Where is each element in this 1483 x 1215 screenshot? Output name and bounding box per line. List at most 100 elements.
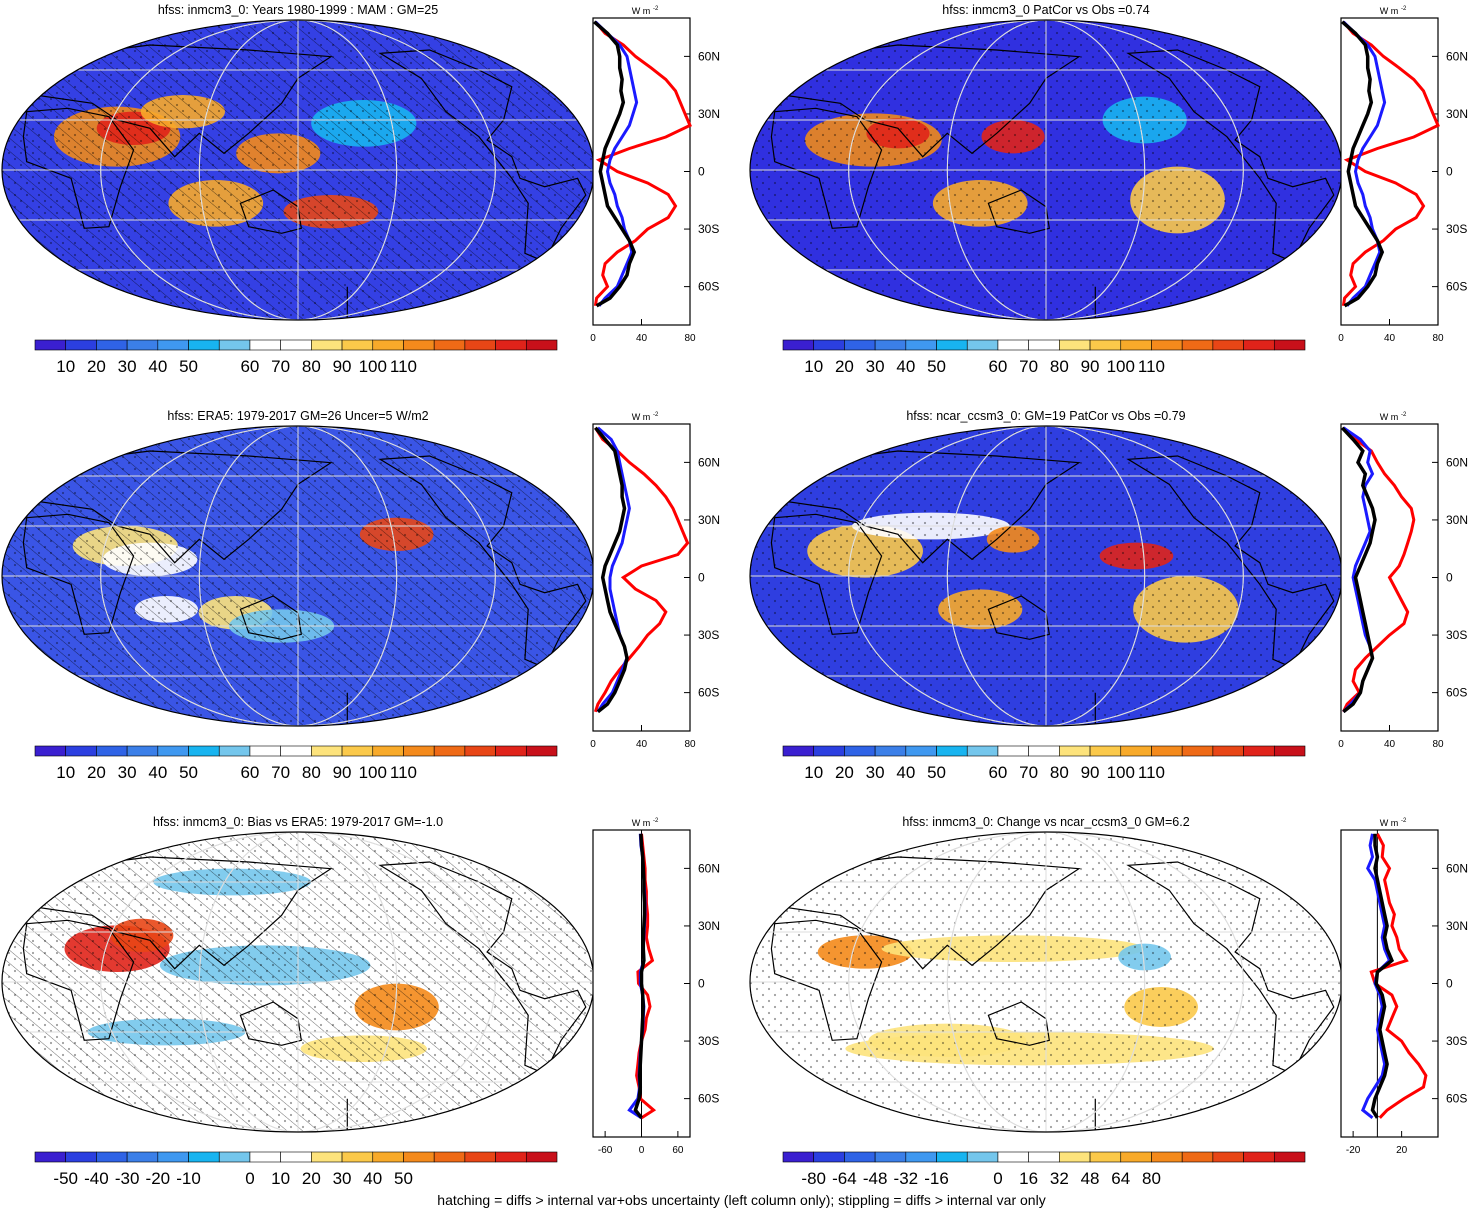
colorbar-swatch <box>65 1151 97 1163</box>
units-label: W m <box>1380 6 1399 16</box>
colorbar-swatch <box>249 1151 281 1163</box>
colorbar-swatch <box>525 1151 558 1163</box>
x-tick-label: 80 <box>684 739 696 750</box>
x-tick-label: 40 <box>636 739 648 750</box>
colorbar-tick-label: 10 <box>804 763 823 782</box>
colorbar-swatch <box>464 339 496 351</box>
x-tick-label: 0 <box>590 333 596 344</box>
colorbar-swatch <box>1120 339 1152 351</box>
colorbar-swatch <box>844 745 876 757</box>
colorbar-swatch <box>34 339 67 351</box>
longitude-gridline <box>100 832 496 1132</box>
world-map <box>1 425 595 727</box>
x-tick-label: 0 <box>1338 333 1344 344</box>
colorbar-swatch <box>1181 745 1214 757</box>
colorbar-swatch <box>1212 1151 1244 1163</box>
longitude-gridline <box>946 426 1146 726</box>
colorbar-swatch <box>126 339 159 351</box>
colorbar-tick-label: 32 <box>1050 1169 1069 1188</box>
colorbar-tick-label: 60 <box>240 763 259 782</box>
colorbar-tick-label: 100 <box>359 763 387 782</box>
colorbar-tick-label: 110 <box>390 763 417 782</box>
colorbar-swatch <box>782 745 815 757</box>
colorbar-swatch <box>1181 1151 1214 1163</box>
profile-series-3 <box>1340 426 1377 714</box>
colorbar-swatch <box>997 1151 1029 1163</box>
x-tick-label: 0 <box>1338 739 1344 750</box>
colorbar-swatch <box>96 339 128 351</box>
colorbar-tick-label: 100 <box>359 357 387 376</box>
profile-series-3 <box>593 20 637 308</box>
colorbar-swatch <box>1089 745 1122 757</box>
panel-1: hfss: inmcm3_0: Years 1980-1999 : MAM : … <box>1 3 720 376</box>
zonal-profile: W m -2 60N 30N 0 30S 60S 0 40 80 <box>590 412 720 750</box>
colorbar-tick-label: 70 <box>1019 357 1038 376</box>
colorbar-tick-label: 60 <box>988 357 1007 376</box>
colorbar-swatch <box>157 745 189 757</box>
colorbar: 10 20 30 40 50 60 70 80 90 100 110 <box>782 339 1306 376</box>
stippling-overlay <box>2 20 594 320</box>
panel-title: hfss: inmcm3_0: Change vs ncar_ccsm3_0 G… <box>902 815 1189 829</box>
profile-frame <box>592 17 691 326</box>
world-map <box>749 19 1343 321</box>
x-tick-label: -60 <box>598 1145 613 1156</box>
colorbar-swatch <box>905 745 937 757</box>
stippling-overlay <box>750 20 1342 320</box>
colorbar-swatch <box>1059 1151 1091 1163</box>
colorbar: -80 -64 -48 -32 -16 0 16 32 48 64 80 <box>782 1151 1306 1188</box>
units-superscript: -2 <box>1401 412 1407 418</box>
colorbar-swatch <box>218 1151 251 1163</box>
colorbar-swatch <box>813 745 845 757</box>
colorbar-swatch <box>813 1151 845 1163</box>
colorbar-tick-label: -10 <box>176 1169 201 1188</box>
lat-tick-label: 30N <box>1446 513 1468 527</box>
colorbar-swatch <box>1273 339 1306 351</box>
units-superscript: -2 <box>653 6 659 12</box>
units-label: W m <box>1380 818 1399 828</box>
colorbar-tick-label: 40 <box>148 357 167 376</box>
longitude-gridline <box>946 20 1146 320</box>
units-superscript: -2 <box>1401 818 1407 824</box>
colorbar-tick-label: 16 <box>1019 1169 1038 1188</box>
colorbar-swatch <box>966 339 999 351</box>
colorbar-swatch <box>65 339 97 351</box>
colorbar-swatch <box>311 339 343 351</box>
units-label: W m <box>632 6 651 16</box>
stippling-overlay <box>750 426 1342 726</box>
colorbar-swatch <box>997 745 1029 757</box>
longitude-gridline <box>198 832 398 1132</box>
colorbar-tick-label: 20 <box>835 763 854 782</box>
panel-title: hfss: ncar_ccsm3_0: GM=19 PatCor vs Obs … <box>906 409 1185 423</box>
colorbar-swatch <box>341 745 374 757</box>
colorbar-swatch <box>403 1151 435 1163</box>
colorbar-swatch <box>1212 339 1244 351</box>
colorbar-swatch <box>525 745 558 757</box>
colorbar-tick-label: 10 <box>56 357 75 376</box>
colorbar-swatch <box>844 1151 876 1163</box>
lat-tick-label: 30N <box>698 919 720 933</box>
colorbar-tick-label: 90 <box>1081 357 1100 376</box>
colorbar-swatch <box>1089 339 1122 351</box>
colorbar-tick-label: 64 <box>1111 1169 1130 1188</box>
colorbar-swatch <box>96 1151 128 1163</box>
zonal-profile: W m -2 60N 30N 0 30S 60S 0 40 80 <box>1338 412 1468 750</box>
lat-tick-label: 0 <box>698 165 705 179</box>
colorbar-tick-label: 20 <box>835 357 854 376</box>
colorbar-tick-label: -64 <box>832 1169 857 1188</box>
colorbar-tick-label: 90 <box>1081 763 1100 782</box>
colorbar-swatch <box>341 1151 374 1163</box>
zonal-profile: W m -2 60N 30N 0 30S 60S -60 0 60 <box>592 818 720 1156</box>
world-map <box>749 831 1343 1133</box>
lat-tick-label: 60N <box>698 861 720 875</box>
colorbar-tick-label: 30 <box>118 357 137 376</box>
units-superscript: -2 <box>653 412 659 418</box>
colorbar-swatch <box>218 745 251 757</box>
lat-tick-label: 30S <box>1446 222 1467 236</box>
lat-tick-label: 30S <box>1446 1034 1467 1048</box>
colorbar-swatch <box>34 745 67 757</box>
colorbar-tick-label: 0 <box>993 1169 1002 1188</box>
colorbar-swatch <box>874 1151 907 1163</box>
lat-tick-label: 30S <box>1446 628 1467 642</box>
colorbar-swatch <box>495 1151 527 1163</box>
colorbar-swatch <box>1243 339 1275 351</box>
